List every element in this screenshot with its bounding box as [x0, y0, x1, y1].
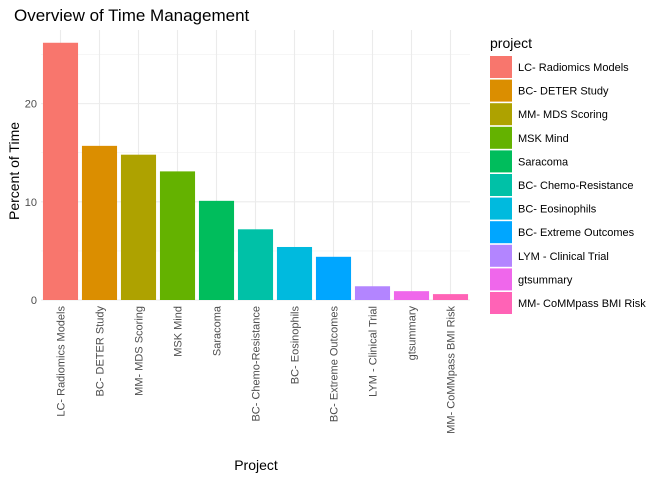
x-tick-label: LYM - Clinical Trial	[368, 306, 380, 397]
legend-swatch	[490, 150, 512, 173]
y-tick-label: 0	[31, 295, 37, 307]
legend-label: MSK Mind	[518, 133, 569, 145]
legend-label: MM- MDS Scoring	[518, 109, 608, 121]
x-tick-label: BC- Chemo-Resistance	[251, 306, 263, 422]
x-axis-ticks: LC- Radiomics Models BC- DETER Study MM- M…	[56, 305, 458, 434]
legend-label: MM- CoMMpass BMI Risk	[518, 298, 646, 310]
chart-title: Overview of Time Management	[14, 6, 250, 25]
x-axis-title: Project	[234, 457, 278, 473]
legend-label: Saracoma	[518, 156, 569, 168]
bar	[276, 246, 313, 300]
bar	[393, 291, 430, 300]
x-tick-label: MSK Mind	[173, 306, 185, 357]
y-tick-label: 10	[25, 197, 37, 209]
x-tick-label: MM- MDS Scoring	[134, 306, 146, 396]
legend-swatch	[490, 292, 512, 314]
bar	[237, 229, 274, 300]
y-tick-label: 20	[25, 99, 37, 111]
x-tick-label: Saracoma	[212, 305, 224, 356]
x-tick-label: MM- CoMMpass BMI Risk	[446, 306, 458, 434]
legend-swatch	[490, 197, 512, 220]
bar	[315, 256, 352, 300]
legend-swatch	[490, 103, 512, 126]
legend-label: LYM - Clinical Trial	[518, 251, 609, 263]
legend-label: BC- DETER Study	[518, 86, 609, 98]
legend: project LC- Radiomics Models BC- DETER St…	[490, 35, 646, 314]
legend-swatch	[490, 56, 512, 78]
bar	[159, 171, 196, 300]
y-axis-ticks: 0 10 20	[25, 99, 37, 307]
legend-label: BC- Extreme Outcomes	[518, 227, 635, 239]
legend-label: gtsummary	[518, 274, 573, 286]
x-tick-label: gtsummary	[407, 306, 419, 361]
x-tick-label: BC- Eosinophils	[290, 306, 302, 385]
bar	[198, 200, 235, 300]
x-tick-label: BC- Extreme Outcomes	[329, 306, 341, 423]
bar	[354, 286, 391, 300]
legend-swatch	[490, 174, 512, 196]
legend-swatch	[490, 126, 512, 149]
bar	[42, 42, 79, 300]
bars	[42, 42, 469, 300]
bar	[81, 145, 118, 300]
legend-swatch	[490, 79, 512, 102]
legend-title: project	[490, 35, 532, 51]
legend-label: LC- Radiomics Models	[518, 62, 629, 74]
bar	[432, 294, 469, 300]
bar	[120, 154, 157, 300]
legend-label: BC- Chemo-Resistance	[518, 180, 634, 192]
legend-swatch	[490, 221, 512, 244]
x-tick-label: BC- DETER Study	[95, 306, 107, 397]
legend-swatch	[490, 244, 512, 267]
y-axis-title: Percent of Time	[6, 122, 22, 220]
x-tick-label: LC- Radiomics Models	[56, 306, 68, 417]
legend-label: BC- Eosinophils	[518, 204, 597, 216]
legend-swatch	[490, 268, 512, 291]
